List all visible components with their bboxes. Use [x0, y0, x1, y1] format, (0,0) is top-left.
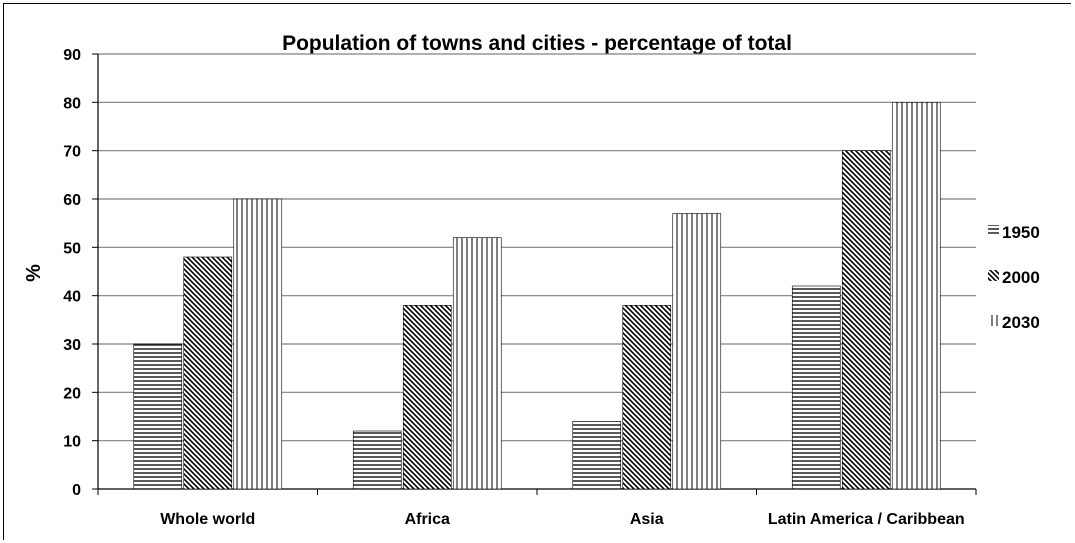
- x-category-label: Whole world: [160, 511, 255, 528]
- y-tick-label: 30: [63, 337, 81, 354]
- y-tick-labels: 0 10 20 30 40 50 60 70 80 90: [63, 47, 81, 499]
- legend-label-2030: 2030: [1002, 313, 1040, 332]
- bar-1950-latin-america-caribbean: [791, 285, 841, 490]
- y-tick-label: 40: [63, 289, 81, 306]
- chart-frame: [3, 3, 1071, 540]
- bar-2000-whole-world: [183, 256, 233, 490]
- y-tick-label: 50: [63, 240, 81, 257]
- y-tick-label: 90: [63, 47, 81, 64]
- bar-1950-africa: [352, 430, 402, 490]
- x-category-label: Latin America / Caribbean: [768, 511, 965, 528]
- bars: [133, 102, 941, 490]
- y-tick-label: 0: [72, 482, 81, 499]
- bar-1950-whole-world: [133, 343, 183, 490]
- bar-2030-asia: [672, 213, 722, 490]
- legend-swatch-2030: [988, 315, 999, 326]
- y-axis-label: %: [23, 264, 45, 282]
- y-tick-label: 10: [63, 434, 81, 451]
- bar-2030-whole-world: [233, 198, 283, 490]
- y-tick-label: 20: [63, 385, 81, 402]
- legend-swatch-1950: [988, 225, 999, 236]
- bar-2000-africa: [402, 305, 452, 490]
- legend: 1950 2000 2030: [988, 223, 1040, 332]
- bar-2030-africa: [452, 237, 502, 490]
- y-tick-label: 60: [63, 192, 81, 209]
- bar-1950-asia: [572, 421, 622, 490]
- legend-swatch-2000: [988, 270, 999, 281]
- y-tick-label: 70: [63, 144, 81, 161]
- x-category-label: Asia: [630, 511, 664, 528]
- bar-2030-latin-america-caribbean: [891, 102, 941, 490]
- x-category-labels: Whole world Africa Asia Latin America / Car…: [160, 511, 964, 528]
- legend-label-2000: 2000: [1002, 268, 1040, 287]
- y-tick-label: 80: [63, 95, 81, 112]
- bar-2000-latin-america-caribbean: [841, 150, 891, 490]
- bar-2000-asia: [622, 305, 672, 490]
- legend-label-1950: 1950: [1002, 223, 1040, 242]
- x-category-label: Africa: [405, 511, 450, 528]
- chart-title: Population of towns and cities - percent…: [282, 32, 792, 55]
